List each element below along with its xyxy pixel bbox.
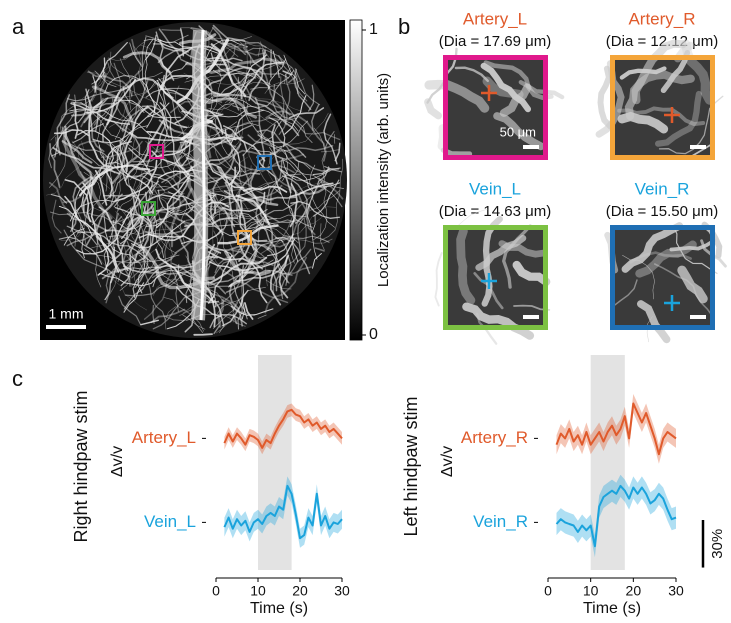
inset-diameter: (Dia = 17.69 μm) [439, 33, 551, 50]
y-scale-bar-label: 30% [709, 529, 726, 559]
colorbar [350, 20, 362, 340]
panel-label: a [12, 14, 25, 39]
series-label: Artery_R [461, 428, 528, 447]
vessel [271, 50, 272, 77]
y-axis-label: Δv/v [109, 446, 126, 477]
inset-diameter: (Dia = 15.50 μm) [606, 203, 718, 220]
vessel [194, 334, 212, 335]
x-tick-label: 20 [626, 583, 642, 599]
x-axis-label: Time (s) [583, 600, 641, 617]
y-axis-label: Δv/v [439, 446, 456, 477]
series-label: Vein_R [473, 512, 528, 531]
vessel [162, 30, 180, 31]
panel-label: b [398, 14, 410, 39]
x-tick-label: 10 [250, 583, 266, 599]
inset-title: Artery_R [628, 9, 695, 28]
x-tick-label: 20 [292, 583, 308, 599]
row-label: Left hindpaw stim [401, 396, 421, 536]
vessel-image [43, 22, 347, 338]
x-axis-label: Time (s) [250, 600, 308, 617]
charts: 0 10 20 30 Time (s) Right hindpaw stim Δv/v Art… [71, 355, 726, 617]
inset-title: Artery_L [463, 9, 527, 28]
stimulus-shade [258, 355, 292, 570]
colorbar-label: Localization intensity (arb. units) [375, 73, 392, 287]
inset-title: Vein_R [635, 179, 690, 198]
inset-diameter: (Dia = 14.63 μm) [439, 203, 551, 220]
x-tick-label: 10 [583, 583, 599, 599]
series-label: Artery_L [132, 428, 196, 447]
panel-label: c [12, 366, 23, 391]
series-label: Vein_L [144, 512, 196, 531]
vessel [435, 253, 441, 306]
vessel [601, 69, 611, 127]
inset-scale-bar-label: 50 μm [500, 124, 536, 139]
colorbar-tick-label: 1 [369, 21, 378, 38]
inset-title: Vein_L [469, 179, 521, 198]
x-tick-label: 30 [668, 583, 684, 599]
x-tick-label: 30 [334, 583, 350, 599]
x-tick-label: 0 [544, 583, 552, 599]
scale-bar-label: 1 mm [49, 306, 84, 322]
vessel [428, 102, 439, 116]
x-tick-label: 0 [212, 583, 220, 599]
vessel [442, 128, 443, 146]
figure: a b c 1 mm 0 1 Localization intensity (ar… [0, 0, 731, 623]
row-label: Right hindpaw stim [71, 390, 91, 542]
inset-image [610, 225, 715, 330]
colorbar-tick-label: 0 [369, 326, 378, 343]
insets: Artery_L (Dia = 17.69 μm) 50 μm Artery_R (Di… [428, 9, 727, 343]
